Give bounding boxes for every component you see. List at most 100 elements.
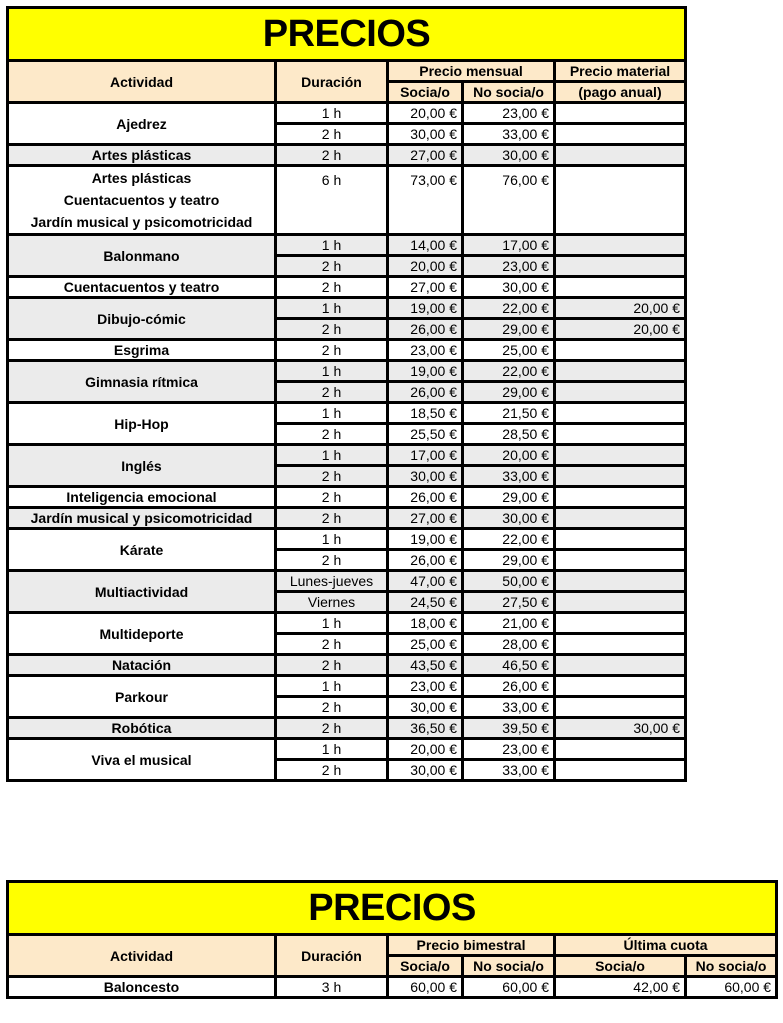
- activity-name: Robótica: [111, 720, 172, 736]
- cell-duracion: 6 h: [274, 164, 389, 236]
- cell-material: [552, 569, 688, 593]
- header-actividad: Actividad: [6, 59, 277, 104]
- cell-socia: 30,00 €: [386, 695, 464, 719]
- activity-name: Viva el musical: [91, 751, 192, 768]
- cell-no-socia: 22,00 €: [461, 296, 556, 320]
- cell-material: 30,00 €: [552, 716, 688, 740]
- activity-name: Artes plásticas: [91, 147, 192, 163]
- cell-material: [552, 254, 688, 278]
- cell-actividad: Artes plásticas: [6, 143, 277, 167]
- cell-duracion: 2 h: [274, 122, 389, 146]
- cell-duracion: 1 h: [274, 359, 389, 383]
- table-row: 2 h 26,00 €29,00 €: [8, 548, 688, 572]
- cell-material: [552, 233, 688, 257]
- activity-name: Hip-Hop: [114, 415, 169, 432]
- header-socia: Socia/o: [386, 954, 464, 978]
- cell-actividad: Baloncesto: [6, 975, 277, 999]
- cell-no-socia: 33,00 €: [461, 122, 556, 146]
- table-row: 2 h 30,00 €33,00 €: [8, 758, 688, 782]
- activity-name: Inteligencia emocional: [66, 489, 217, 505]
- header-actividad: Actividad: [6, 933, 277, 978]
- cell-actividad: Inteligencia emocional: [6, 485, 277, 509]
- cell-material: [552, 422, 688, 446]
- cell-no-socia: 30,00 €: [461, 143, 556, 167]
- table-row: Gimnasia rítmica 1 h 19,00 €22,00 €: [6, 359, 688, 404]
- table-row: 2 h 26,00 €29,00 €20,00 €: [8, 317, 688, 341]
- table-row: Dibujo-cómic 1 h 19,00 €22,00 €20,00 €: [6, 296, 688, 341]
- table-row: Natación 2 h 43,50 €46,50 €: [6, 653, 688, 677]
- header-ultima-cuota: Última cuota: [552, 933, 779, 957]
- activity-name: Parkour: [115, 688, 168, 705]
- cell-actividad: Esgrima: [6, 338, 277, 362]
- cell-material: [552, 443, 688, 467]
- table-row: Ajedrez 1 h 20,00 €23,00 €: [6, 101, 688, 146]
- header-ultima-no-socia: No socia/o: [683, 954, 779, 978]
- cell-duracion: 1 h: [274, 674, 389, 698]
- cell-duracion: 1 h: [274, 737, 389, 761]
- cell-duracion: 2 h: [274, 422, 389, 446]
- cell-no-socia: 23,00 €: [461, 101, 556, 125]
- cell-no-socia: 30,00 €: [461, 275, 556, 299]
- table-row: Balonmano 1 h 14,00 €17,00 €: [6, 233, 688, 278]
- cell-duracion: 1 h: [274, 233, 389, 257]
- cell-material: [552, 101, 688, 125]
- cell-ult-no-socia: 60,00 €: [683, 975, 779, 999]
- cell-actividad: Jardín musical y psicomotricidad: [6, 506, 277, 530]
- table-row: Multiactividad Lunes-jueves 47,00 €50,00 €: [6, 569, 688, 614]
- cell-no-socia: 39,50 €: [461, 716, 556, 740]
- activity-name: Kárate: [119, 541, 164, 558]
- table-row: Kárate 1 h 19,00 €22,00 €: [6, 527, 688, 572]
- table-title: PRECIOS: [5, 6, 688, 62]
- cell-duracion: 2 h: [274, 317, 389, 341]
- cell-duracion: 1 h: [274, 443, 389, 467]
- cell-no-socia: 17,00 €: [461, 233, 556, 257]
- cell-duracion: 2 h: [274, 464, 389, 488]
- cell-material: [552, 464, 688, 488]
- header-socia: Socia/o: [386, 80, 464, 104]
- cell-actividad: Balonmano: [6, 233, 277, 278]
- cell-material: [552, 143, 688, 167]
- table-row: 2 h 30,00 €33,00 €: [8, 464, 688, 488]
- cell-socia: 30,00 €: [386, 122, 464, 146]
- activity-name: Natación: [111, 657, 172, 673]
- table-row: Artes plásticas 2 h 27,00 €30,00 €: [6, 143, 688, 167]
- table-row: Hip-Hop 1 h 18,50 €21,50 €: [6, 401, 688, 446]
- cell-no-socia: 22,00 €: [461, 527, 556, 551]
- cell-socia: 14,00 €: [386, 233, 464, 257]
- table-row: Parkour 1 h 23,00 €26,00 €: [6, 674, 688, 719]
- activity-name: Esgrima: [113, 342, 170, 358]
- table-row: Inteligencia emocional 2 h 26,00 €29,00 €: [6, 485, 688, 509]
- cell-actividad: Parkour: [6, 674, 277, 719]
- cell-material: 20,00 €: [552, 296, 688, 320]
- cell-socia: 26,00 €: [386, 548, 464, 572]
- cell-socia: 20,00 €: [386, 737, 464, 761]
- cell-material: [552, 164, 688, 236]
- activity-name: Gimnasia rítmica: [85, 373, 198, 390]
- cell-actividad: Ajedrez: [6, 101, 277, 146]
- cell-socia: 30,00 €: [386, 464, 464, 488]
- cell-no-socia: 21,50 €: [461, 401, 556, 425]
- cell-socia: 20,00 €: [386, 254, 464, 278]
- activity-name: Jardín musical y psicomotricidad: [30, 214, 253, 230]
- cell-socia: 20,00 €: [386, 101, 464, 125]
- header-duracion: Duración: [274, 59, 389, 104]
- activity-name: Balonmano: [103, 247, 180, 264]
- cell-duracion: 2 h: [274, 653, 389, 677]
- cell-material: [552, 548, 688, 572]
- table-row: Robótica 2 h 36,50 €39,50 €30,00 €: [6, 716, 688, 740]
- cell-duracion: 1 h: [274, 101, 389, 125]
- cell-bim-no-socia: 60,00 €: [461, 975, 556, 999]
- cell-duracion: 2 h: [274, 632, 389, 656]
- cell-no-socia: 29,00 €: [461, 317, 556, 341]
- table-row: Viernes 24,50 €27,50 €: [8, 590, 688, 614]
- header-no-socia: No socia/o: [461, 80, 556, 104]
- cell-no-socia: 33,00 €: [461, 695, 556, 719]
- table-title: PRECIOS: [5, 880, 779, 936]
- cell-duracion: 2 h: [274, 338, 389, 362]
- cell-socia: 19,00 €: [386, 359, 464, 383]
- cell-socia: 25,50 €: [386, 422, 464, 446]
- table-row: 2 h 30,00 €33,00 €: [8, 695, 688, 719]
- cell-socia: 26,00 €: [386, 380, 464, 404]
- table-row: Multideporte 1 h 18,00 €21,00 €: [6, 611, 688, 656]
- activity-name: Cuentacuentos y teatro: [63, 192, 220, 208]
